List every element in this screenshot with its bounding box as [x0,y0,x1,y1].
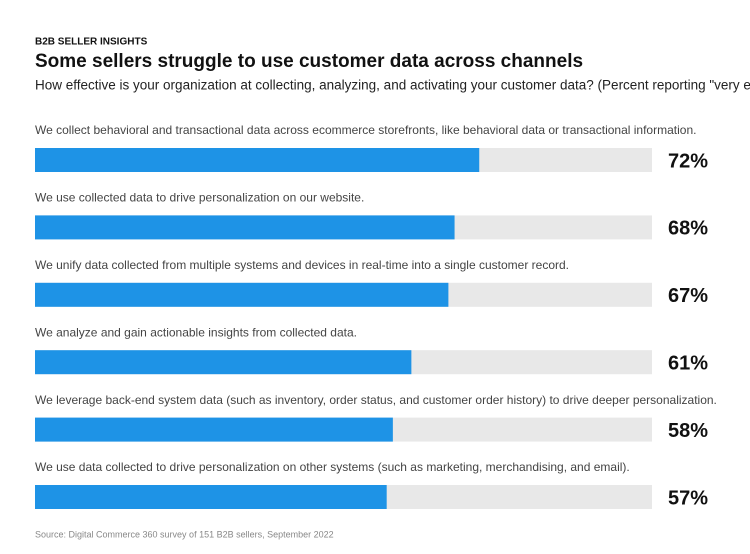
category-label: We leverage back-end system data (such a… [35,393,717,407]
chart-title: Some sellers struggle to use customer da… [35,51,583,72]
value-label: 67% [668,285,708,307]
category-label: We use data collected to drive personali… [35,460,630,474]
value-label: 58% [668,420,708,442]
category-label: We use collected data to drive personali… [35,191,364,205]
category-label: We analyze and gain actionable insights … [35,325,357,339]
chart-subtitle: How effective is your organization at co… [35,78,750,93]
bar [35,350,412,375]
category-label: We unify data collected from multiple sy… [35,258,569,272]
category-label: We collect behavioral and transactional … [35,123,696,137]
bar [35,148,480,172]
value-label: 57% [668,487,708,509]
eyebrow: B2B SELLER INSIGHTS [35,37,148,48]
bar [35,417,393,442]
value-label: 61% [668,352,708,374]
value-label: 72% [668,150,708,172]
bar [35,485,387,509]
value-label: 68% [668,218,708,240]
bar [35,215,455,240]
source-note: Source: Digital Commerce 360 survey of 1… [35,529,334,539]
bar [35,282,449,307]
